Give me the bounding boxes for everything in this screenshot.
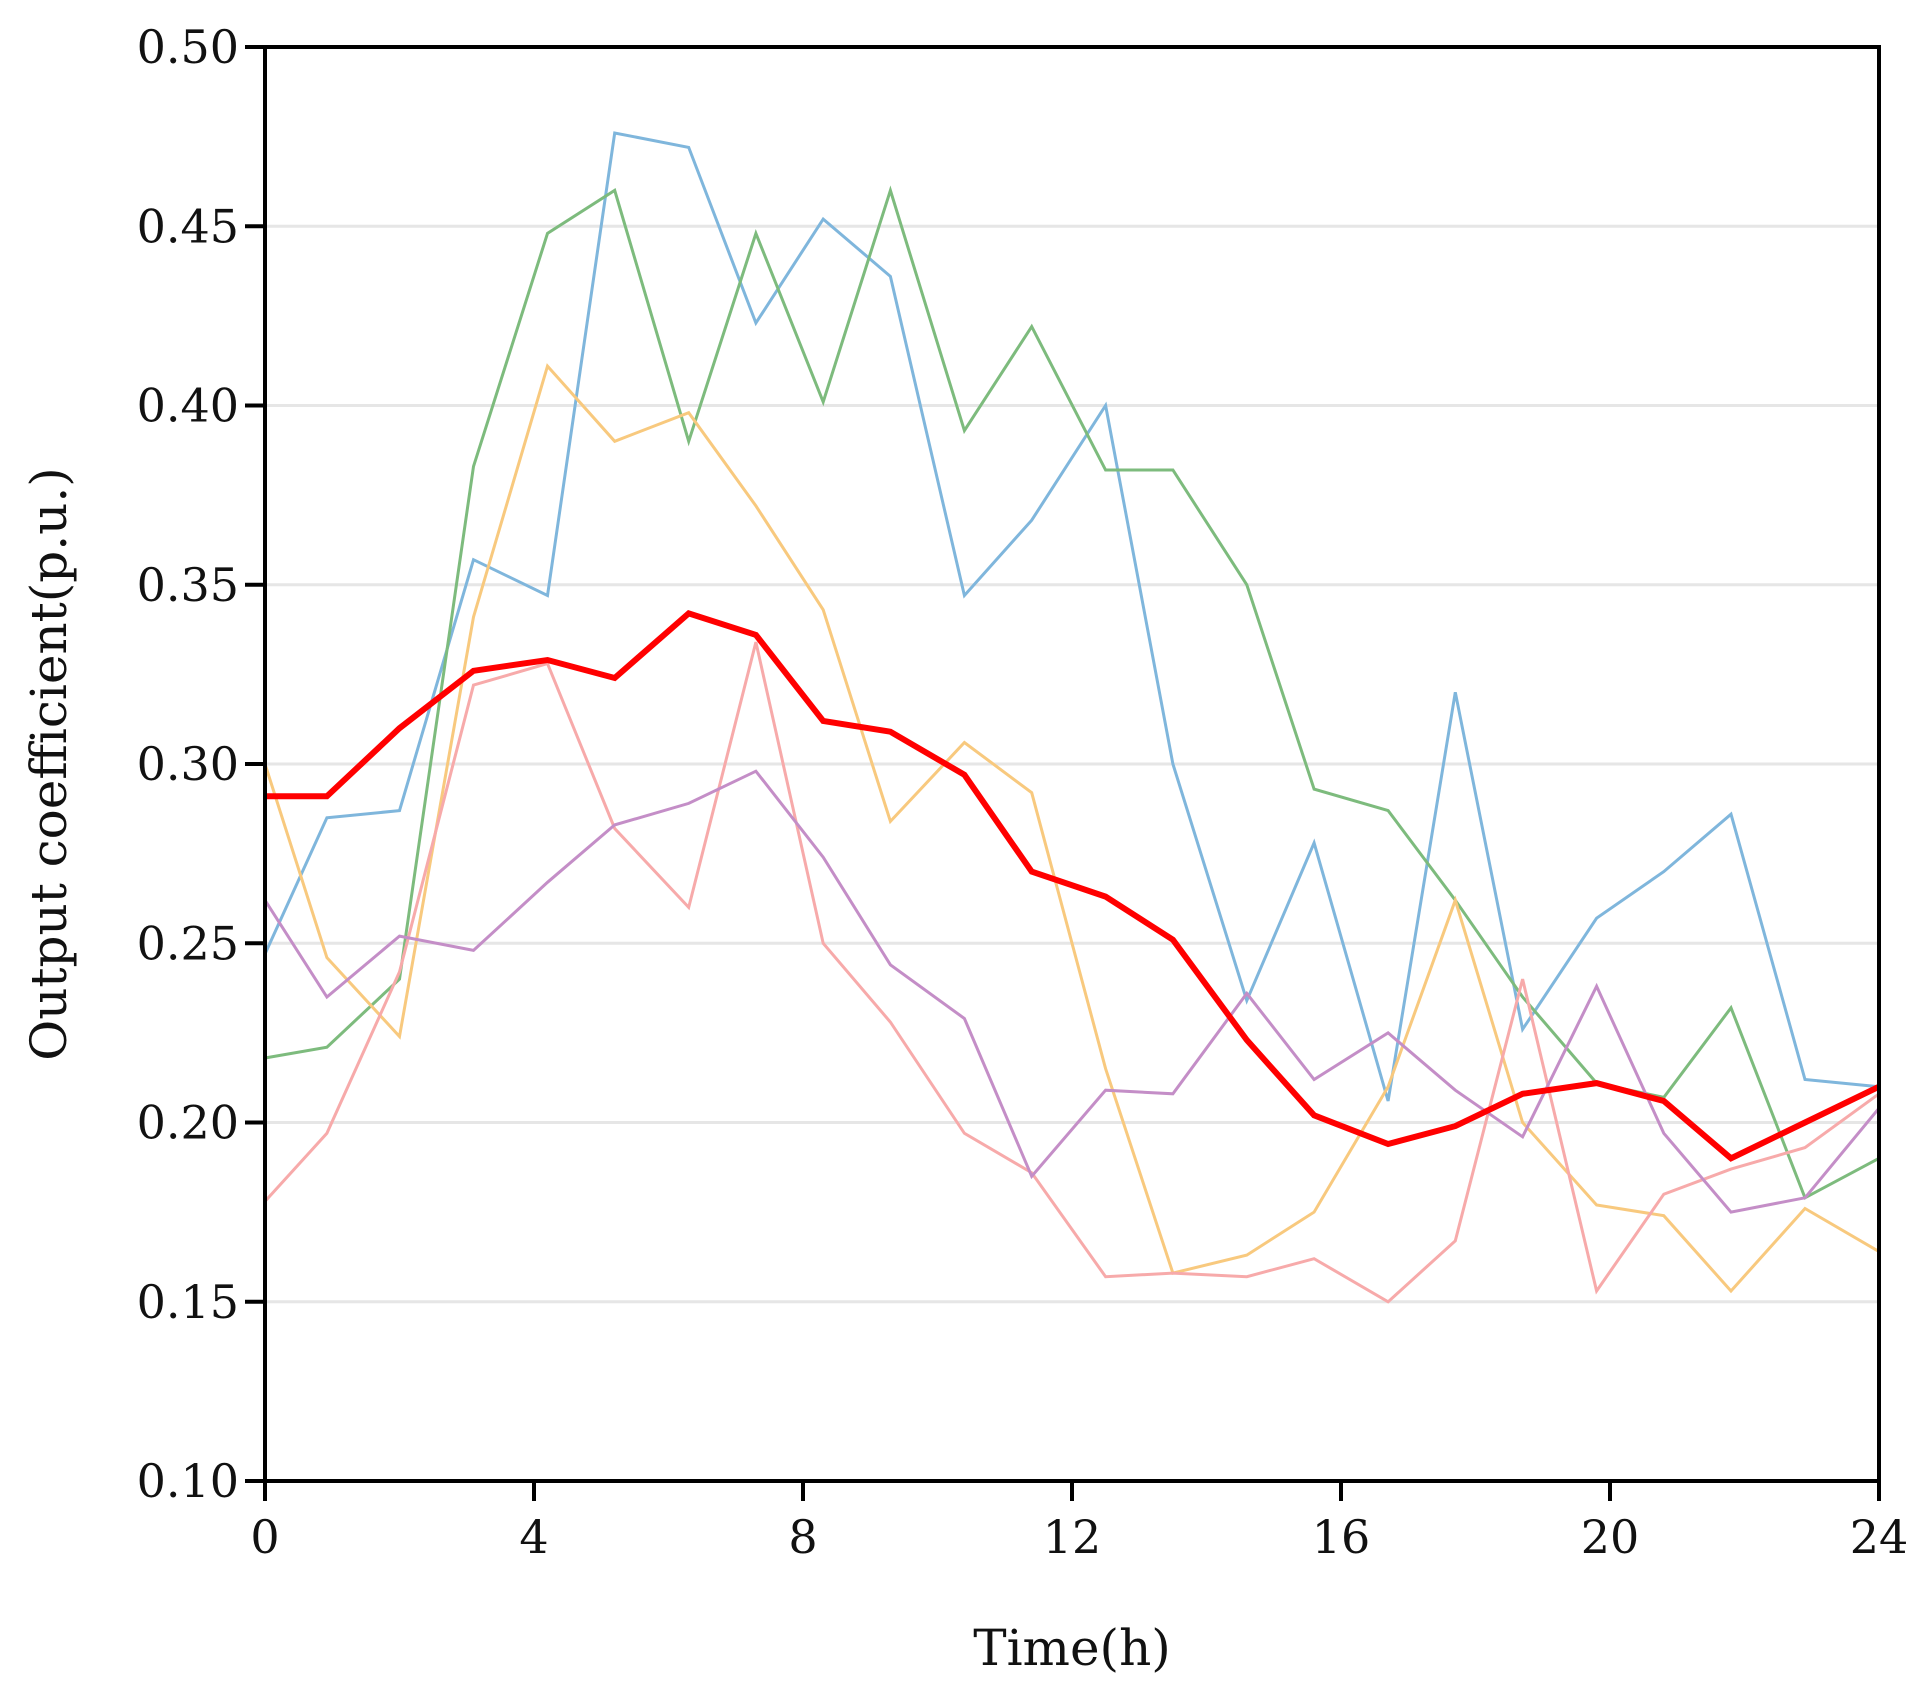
x-tick-label: 20 <box>1581 1510 1640 1564</box>
series-lines <box>263 131 1881 1304</box>
series-line-blue <box>263 131 1880 1102</box>
series-line-green <box>264 185 1880 1200</box>
y-axis: 0.10 0.15 0.20 0.25 0.30 0.35 0.40 0.45 0.50 <box>137 20 265 1508</box>
series-line-red <box>265 610 1881 1162</box>
y-tick-label: 0.25 <box>137 916 239 970</box>
series-line-orange <box>263 363 1880 1294</box>
x-axis: 0 4 8 12 16 20 24 <box>250 1481 1908 1564</box>
y-tick-label: 0.20 <box>137 1096 239 1150</box>
x-tick-label: 16 <box>1312 1510 1371 1564</box>
grid-lines <box>265 224 1879 1304</box>
y-tick-label: 0.50 <box>137 20 239 74</box>
series-line-purple <box>263 769 1881 1214</box>
y-tick-label: 0.10 <box>137 1454 239 1508</box>
x-tick-label: 12 <box>1043 1510 1102 1564</box>
x-tick-label: 8 <box>788 1510 817 1564</box>
y-tick-label: 0.15 <box>137 1275 239 1329</box>
y-tick-label: 0.40 <box>137 379 239 433</box>
x-tick-label: 4 <box>519 1510 548 1564</box>
series-line-pink <box>263 641 1880 1304</box>
y-axis-title: Output coefficient(p.u.) <box>20 467 78 1061</box>
x-tick-label: 0 <box>250 1510 279 1564</box>
y-tick-label: 0.45 <box>137 199 239 253</box>
y-tick-label: 0.30 <box>137 737 239 791</box>
x-tick-label: 24 <box>1850 1510 1909 1564</box>
x-axis-title: Time(h) <box>973 1619 1171 1677</box>
y-tick-label: 0.35 <box>137 558 239 612</box>
